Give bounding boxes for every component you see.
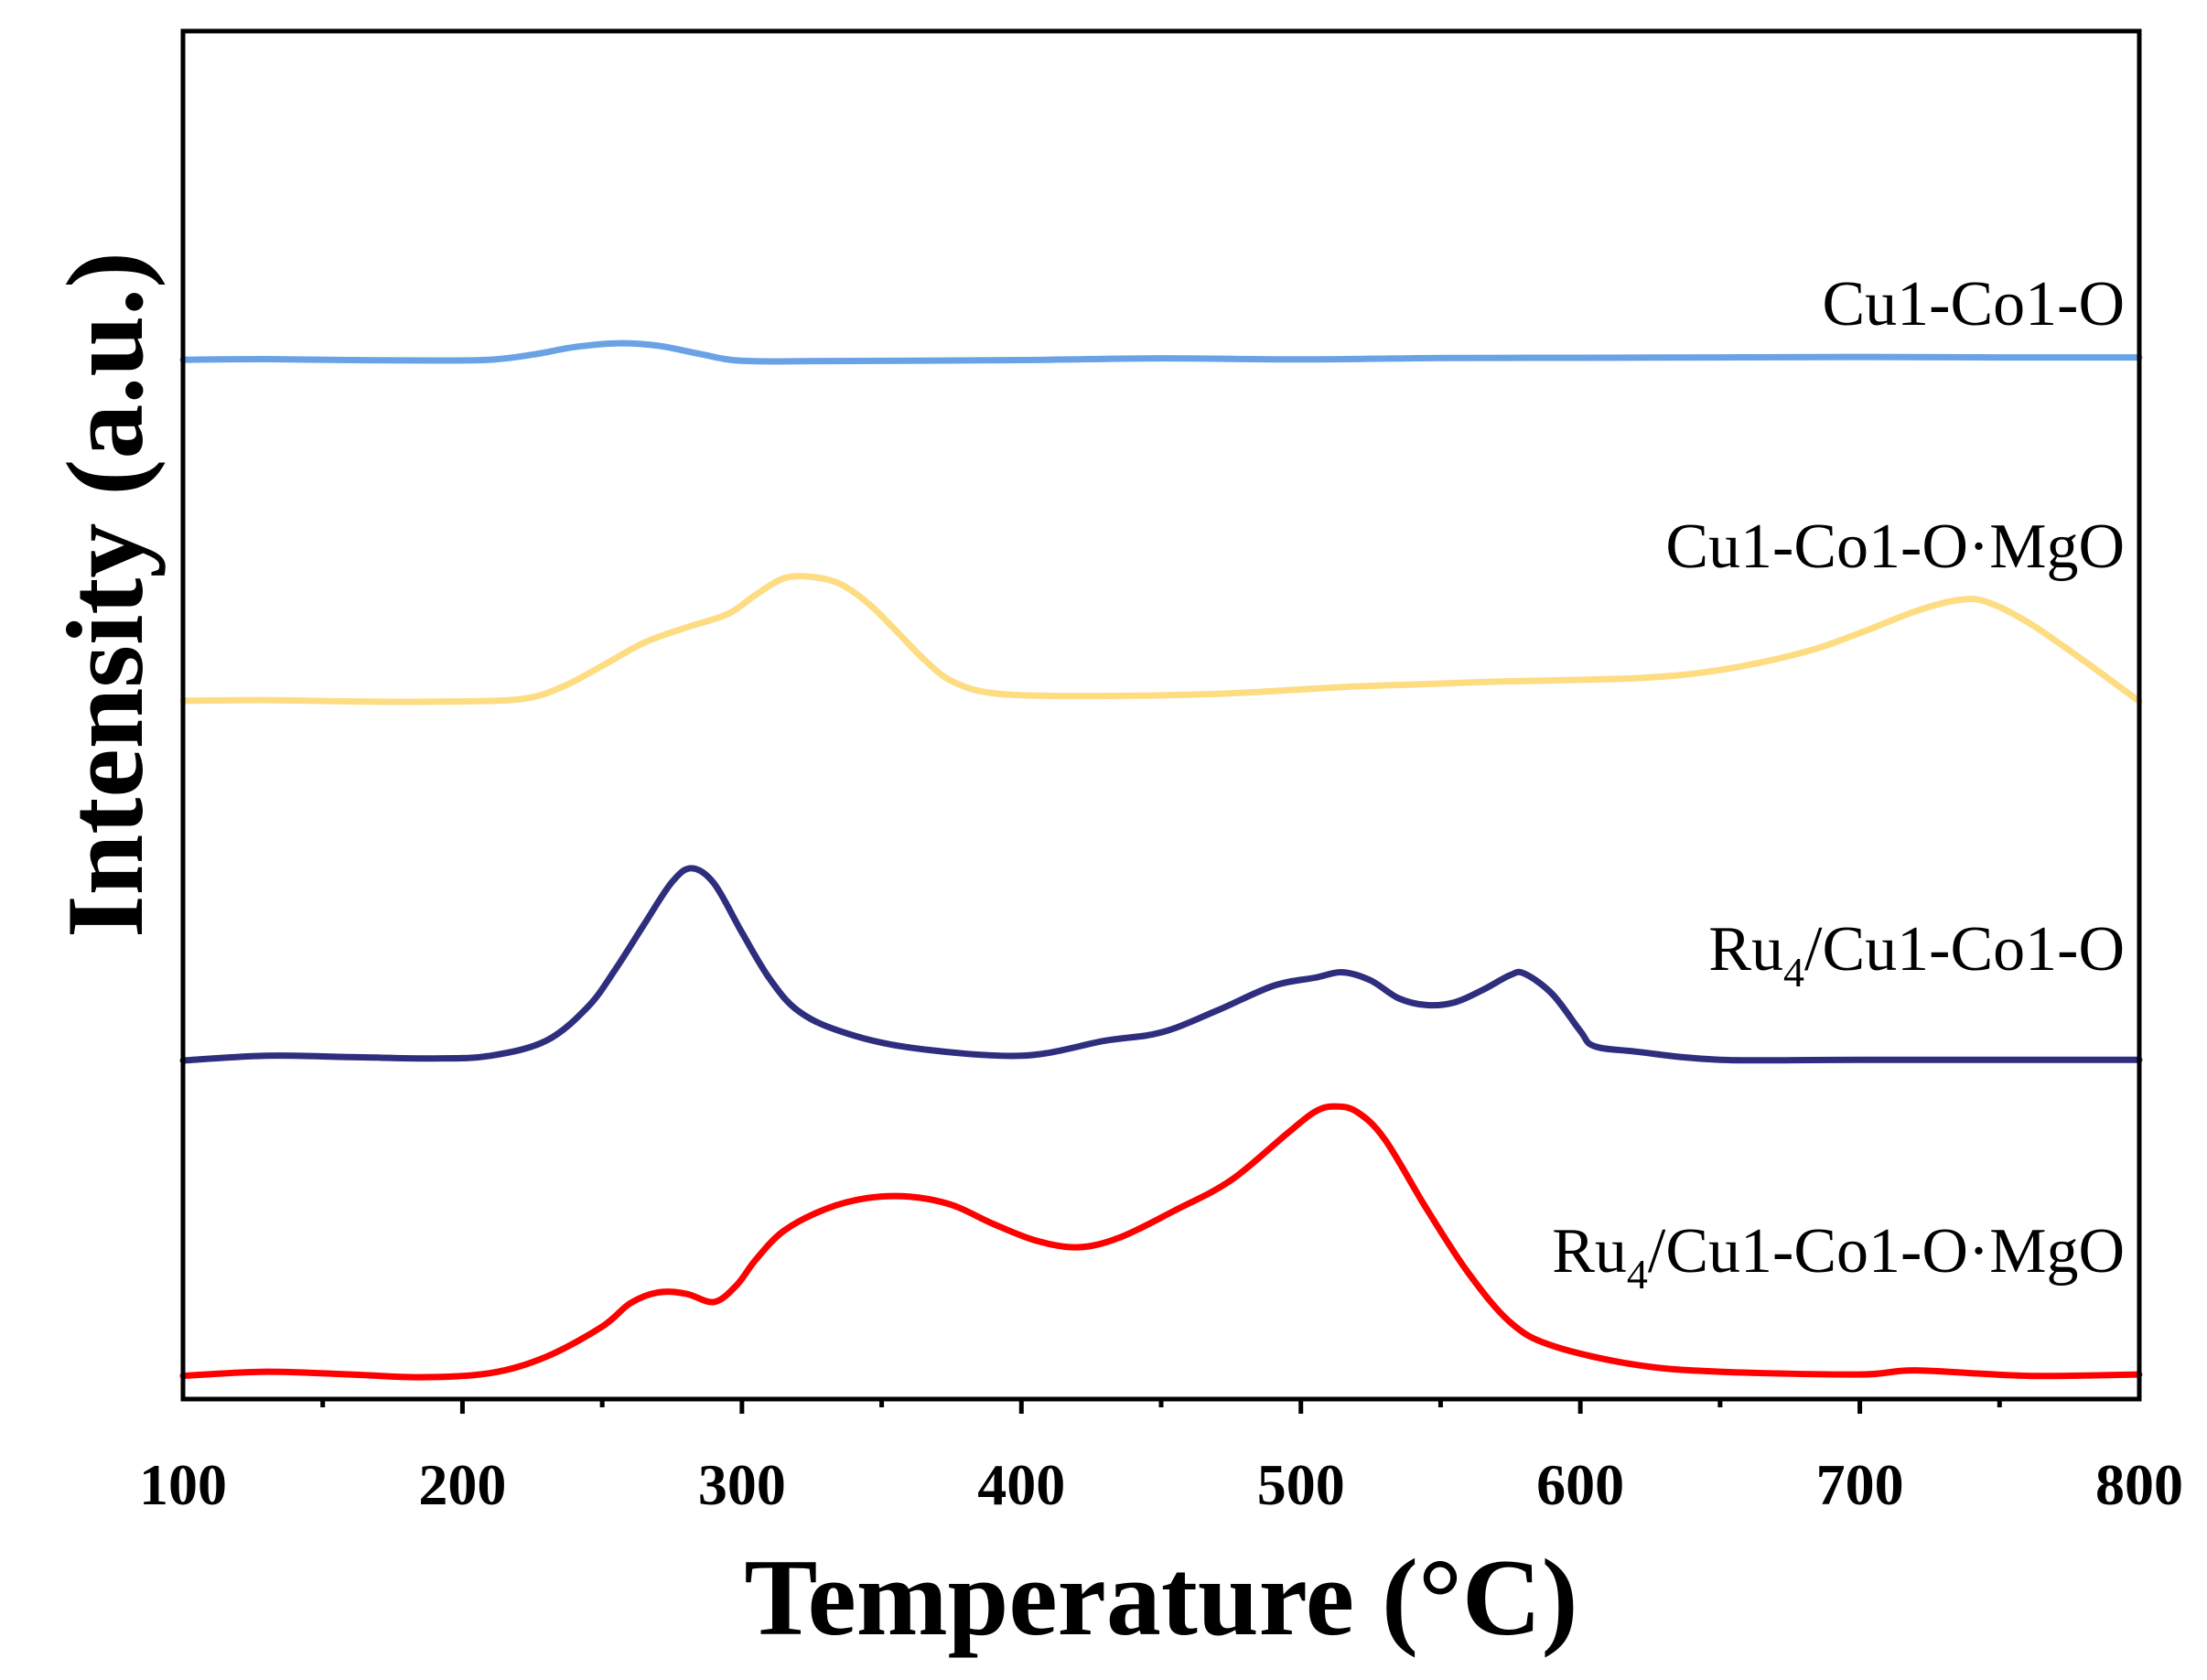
series-label-ru4-cu1-co1-o-mgo: Ru4/Cu1-Co1-O·MgO <box>1552 1216 2125 1298</box>
series-line-cu1-co1-o <box>179 339 2143 365</box>
x-tick-label: 200 <box>418 1452 506 1517</box>
series-line-cu1-co1-o-mgo <box>179 573 2143 705</box>
series-line-ru4-cu1-co1-o-mgo <box>179 1103 2143 1381</box>
y-axis-title: Intensity (a.u.) <box>44 252 166 938</box>
series-label-cu1-co1-o: Cu1-Co1-O <box>1822 269 2125 339</box>
x-tick-label: 700 <box>1816 1452 1904 1517</box>
series-label-ru4-cu1-co1-o: Ru4/Cu1-Co1-O <box>1708 914 2125 996</box>
x-tick-label: 400 <box>977 1452 1065 1517</box>
series-label-cu1-co1-o-mgo: Cu1-Co1-O·MgO <box>1665 512 2125 582</box>
x-axis-title: Temperature (°C) <box>744 1536 1577 1658</box>
x-tick-label: 500 <box>1257 1452 1345 1517</box>
x-tick-label: 600 <box>1536 1452 1624 1517</box>
series-labels: Cu1-Co1-O Cu1-Co1-O·MgO Ru4/Cu1-Co1-O Ru4/C… <box>1552 269 2125 1298</box>
series-layer <box>179 339 2143 1381</box>
x-tick-label: 800 <box>2095 1452 2183 1517</box>
series-line-ru4-cu1-co1-o <box>179 865 2143 1064</box>
x-tick-label: 100 <box>139 1452 227 1517</box>
x-axis-ticks: 100 200 300 400 500 600 700 800 <box>139 1399 2183 1517</box>
x-tick-label: 300 <box>698 1452 786 1517</box>
